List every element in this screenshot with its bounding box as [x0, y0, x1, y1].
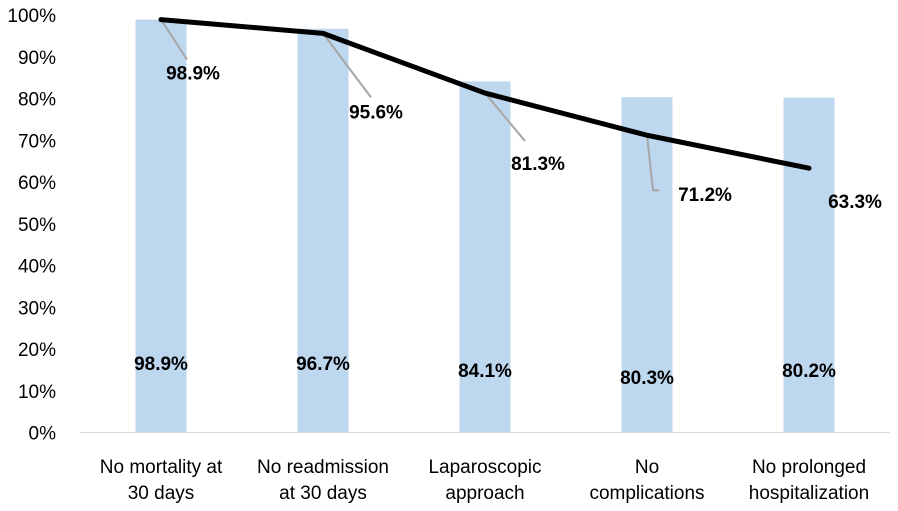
label-leader-lines — [160, 19, 659, 192]
x-category-label: complications — [589, 483, 704, 504]
y-tick-label: 60% — [18, 173, 56, 194]
bar-series — [135, 19, 835, 433]
y-tick-label: 30% — [18, 298, 56, 319]
line-data-label: 63.3% — [828, 192, 882, 213]
data-labels: 98.9% 96.7% 84.1% 80.3% 80.2% 98.9% 95.6% 81.3%… — [134, 64, 882, 389]
bar-data-label: 84.1% — [458, 361, 512, 382]
x-category-label: No — [635, 457, 659, 478]
line-data-label: 81.3% — [511, 154, 565, 175]
x-category-label: No readmission — [257, 457, 389, 478]
y-tick-label: 100% — [7, 6, 56, 27]
bar — [783, 97, 835, 433]
bar — [621, 97, 673, 433]
y-tick-label: 20% — [18, 340, 56, 361]
x-category-label: Laparoscopic — [428, 457, 541, 478]
y-tick-label: 40% — [18, 257, 56, 278]
line-series-path — [158, 17, 812, 171]
x-category-label: No prolonged — [752, 457, 866, 478]
y-tick-label: 90% — [18, 48, 56, 69]
y-tick-label: 10% — [18, 382, 56, 403]
label-leader-line — [484, 92, 526, 142]
bar — [297, 28, 349, 433]
y-tick-label: 80% — [18, 90, 56, 111]
line-data-label: 71.2% — [678, 185, 732, 206]
bar — [135, 19, 187, 433]
bar-data-label: 80.3% — [620, 368, 674, 389]
axes: 0% 10% 20% 30% 40% 50% 60% 70% 80% 90% 100% No mort… — [7, 6, 890, 504]
bar-data-label: 98.9% — [134, 354, 188, 375]
x-category-label: hospitalization — [749, 483, 869, 504]
x-category-label: at 30 days — [279, 483, 367, 504]
bar-data-label: 80.2% — [782, 361, 836, 382]
x-category-label: No mortality at — [100, 457, 223, 478]
line-series — [158, 17, 812, 171]
y-tick-label: 0% — [29, 424, 57, 445]
line-data-label: 98.9% — [166, 64, 220, 85]
x-category-label: 30 days — [128, 483, 195, 504]
y-tick-label: 70% — [18, 131, 56, 152]
label-leader-line — [646, 135, 659, 192]
line-data-label: 95.6% — [349, 102, 403, 123]
x-category-label: approach — [445, 483, 524, 504]
y-tick-label: 50% — [18, 215, 56, 236]
bar — [459, 81, 511, 433]
label-leader-line — [160, 19, 188, 61]
label-leader-line — [322, 32, 372, 98]
bar-data-label: 96.7% — [296, 354, 350, 375]
